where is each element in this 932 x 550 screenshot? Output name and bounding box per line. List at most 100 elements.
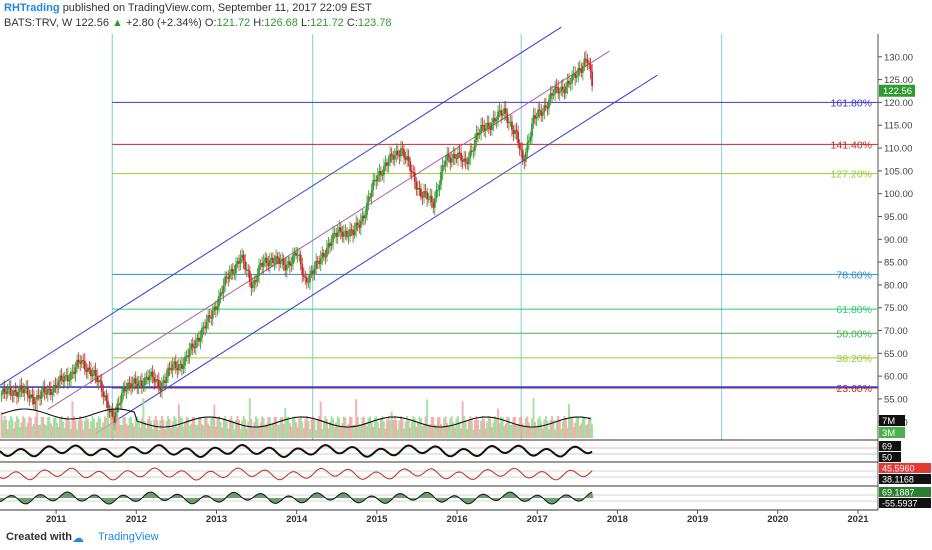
candle-body <box>80 360 83 364</box>
candle-body <box>128 382 131 385</box>
volume-bar <box>477 419 480 438</box>
candle-body <box>219 292 222 296</box>
volume-bar <box>86 419 89 438</box>
x-tick-label: 2014 <box>286 514 308 525</box>
author-name[interactable]: RHTrading <box>4 2 60 14</box>
volume-bar <box>202 425 205 438</box>
volume-bar <box>390 411 393 438</box>
volume-bar <box>224 416 227 438</box>
volume-bar <box>396 429 399 438</box>
volume-bar <box>176 427 179 438</box>
volume-bar <box>80 419 83 438</box>
volume-bar <box>327 428 330 438</box>
price-chart[interactable]: 130.00 125.00 120.00 115.00 110.00 105.00 100.… <box>0 0 932 526</box>
candle-body <box>25 387 28 389</box>
volume-tag-label-2: 3M <box>882 428 895 439</box>
volume-bar <box>501 417 504 438</box>
candle-body <box>423 191 425 198</box>
candle-body <box>444 160 447 166</box>
candle-body <box>242 254 245 262</box>
candle-body <box>127 382 129 390</box>
volume-bar <box>321 429 324 438</box>
candle-body <box>338 227 341 233</box>
volume-bar <box>77 419 80 438</box>
candle-body <box>318 261 321 265</box>
volume-bar <box>200 424 203 438</box>
volume-bar <box>387 416 390 438</box>
last-price-tag <box>879 84 915 97</box>
candle-body <box>543 105 546 112</box>
osc2-histogram <box>0 492 594 504</box>
volume-bar <box>157 429 160 438</box>
volume-bar <box>518 417 521 438</box>
volume-bar <box>145 428 148 438</box>
volume-bar <box>538 416 541 438</box>
volume-bar <box>247 421 250 438</box>
volume-bar <box>3 416 6 438</box>
candle-body <box>227 277 230 279</box>
volume-bar <box>421 426 424 438</box>
candle-body <box>108 410 111 413</box>
volume-bar <box>39 424 42 438</box>
volume-bar <box>581 416 584 438</box>
volume-bar <box>404 421 407 438</box>
candle-body <box>507 122 510 124</box>
candle-body <box>313 269 316 274</box>
volume-bar <box>338 418 341 438</box>
y-tick-label: 110.00 <box>884 144 912 155</box>
candle-body <box>375 179 378 182</box>
volume-bar <box>492 422 495 438</box>
candle-body <box>481 124 484 126</box>
candle-body <box>170 368 173 371</box>
candle-body <box>472 150 475 152</box>
candle-body <box>261 263 264 267</box>
volume-bar <box>199 416 202 438</box>
fib-level-label: 61.80% <box>836 304 872 316</box>
volume-bar <box>389 420 392 438</box>
tradingview-link[interactable]: TradingView <box>98 531 159 543</box>
volume-bar <box>179 416 182 438</box>
volume-bar <box>332 418 335 438</box>
candle-body <box>194 340 197 349</box>
candle-body <box>433 198 436 208</box>
volume-bar <box>170 428 173 438</box>
candle-body <box>272 257 274 263</box>
volume-ma-line <box>1 408 591 428</box>
y-tick-label: 90.00 <box>884 235 908 246</box>
volume-bar <box>295 422 298 438</box>
candle-body <box>125 389 128 392</box>
candle-body <box>201 328 203 338</box>
candle-body <box>407 156 410 162</box>
candle-body <box>396 150 399 155</box>
volume-bar <box>63 427 66 438</box>
volume-bar <box>196 424 199 438</box>
candle-body <box>17 391 20 397</box>
candle-body <box>566 80 569 87</box>
volume-bar <box>244 419 247 438</box>
volume-bar <box>458 421 461 438</box>
candle-body <box>316 260 319 262</box>
candle-body <box>329 243 331 246</box>
volume-bar <box>213 404 216 438</box>
candle-body <box>113 416 116 423</box>
candle-body <box>400 148 402 157</box>
volume-bar <box>234 419 237 438</box>
volume-bar <box>355 399 358 438</box>
y-tick-label: 55.00 <box>884 394 908 405</box>
volume-bar <box>540 421 543 438</box>
volume-bar <box>308 429 311 438</box>
volume-bar <box>56 422 59 438</box>
fib-level-label: 23.60% <box>836 383 872 395</box>
candle-body <box>500 110 503 116</box>
volume-bar <box>478 429 481 438</box>
volume-bar <box>530 418 533 438</box>
volume-bar <box>253 421 256 438</box>
candle-body <box>250 281 253 289</box>
volume-bar <box>589 417 592 438</box>
volume-bar <box>36 399 39 438</box>
candle-body <box>48 388 51 390</box>
volume-bar <box>119 424 122 438</box>
volume-bar <box>409 427 412 438</box>
candle-body <box>142 385 145 387</box>
candle-body <box>489 126 492 130</box>
